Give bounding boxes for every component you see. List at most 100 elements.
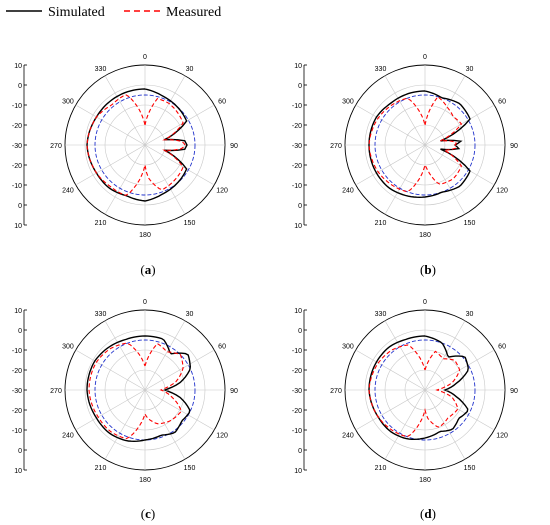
- reference-circle: [94, 94, 196, 196]
- angle-tick-label: 30: [186, 311, 194, 318]
- angle-tick-label: 330: [375, 66, 387, 73]
- angle-tick-label: 210: [375, 465, 387, 472]
- radial-tick-label: 0: [18, 328, 22, 335]
- angle-tick-label: 210: [95, 465, 107, 472]
- grid-spoke: [424, 389, 466, 460]
- radial-tick-label: 10: [294, 308, 302, 315]
- grid-spoke: [75, 104, 146, 146]
- polar-chart-b: 0 30 60 90 120 150 180 210 240 270 300 330 10 0 -10 -20…: [292, 54, 518, 239]
- grid-spoke: [384, 144, 426, 215]
- radial-tick-label: -20: [12, 368, 22, 375]
- angle-tick-label: 270: [330, 388, 342, 395]
- grid-spoke: [355, 389, 426, 431]
- radial-tick-label: -10: [292, 103, 302, 110]
- radial-tick-label: 0: [298, 328, 302, 335]
- radial-tick-label: 0: [18, 203, 22, 210]
- measured-curve: [88, 342, 184, 440]
- grid-spoke: [75, 349, 146, 391]
- grid-spoke: [424, 320, 466, 391]
- panel-label-a: (a): [140, 262, 156, 277]
- angle-tick-label: 150: [184, 465, 196, 472]
- grid-spoke: [424, 389, 495, 431]
- angle-tick-label: 90: [510, 143, 518, 150]
- grid-spoke: [144, 144, 215, 186]
- simulated-curve: [86, 335, 192, 443]
- angle-tick-label: 270: [50, 143, 62, 150]
- grid-spoke: [355, 144, 426, 186]
- radial-tick-label: 0: [18, 83, 22, 90]
- panel-label-b: (b): [420, 262, 436, 277]
- grid-spoke: [144, 144, 186, 215]
- angle-tick-label: 300: [62, 99, 74, 106]
- legend: Simulated Measured: [6, 5, 221, 20]
- angle-tick-label: 120: [496, 433, 508, 440]
- grid-spoke: [424, 75, 466, 146]
- radial-tick-label: -20: [292, 163, 302, 170]
- radial-tick-label: -20: [292, 123, 302, 130]
- radial-tick-label: -10: [12, 428, 22, 435]
- grid-spoke: [144, 349, 215, 391]
- angle-tick-label: 60: [498, 99, 506, 106]
- angle-tick-label: 330: [95, 311, 107, 318]
- radial-tick-label: -10: [12, 183, 22, 190]
- radial-tick-label: -30: [292, 143, 302, 150]
- radial-tick-label: -30: [12, 143, 22, 150]
- radial-tick-label: -20: [12, 163, 22, 170]
- angle-tick-label: 120: [216, 433, 228, 440]
- grid-spoke: [355, 349, 426, 391]
- radial-tick-label: 10: [14, 308, 22, 315]
- angle-tick-label: 90: [510, 388, 518, 395]
- angle-tick-label: 180: [139, 477, 151, 484]
- grid-spoke: [104, 75, 146, 146]
- radial-tick-label: -10: [292, 348, 302, 355]
- panel-label-c: (c): [140, 506, 156, 521]
- grid-spoke: [104, 389, 146, 460]
- grid-spoke: [75, 389, 146, 431]
- angle-tick-label: 120: [216, 188, 228, 195]
- panel-label-d: (d): [420, 506, 436, 521]
- angle-tick-label: 240: [342, 188, 354, 195]
- radial-tick-label: -30: [12, 388, 22, 395]
- angle-tick-label: 180: [419, 477, 431, 484]
- grid-spoke: [104, 320, 146, 391]
- radial-tick-label: -20: [12, 123, 22, 130]
- angle-tick-label: 90: [230, 143, 238, 150]
- measured-curve: [368, 95, 463, 193]
- radial-tick-label: 0: [298, 203, 302, 210]
- angle-tick-label: 180: [419, 232, 431, 239]
- simulated-curve: [368, 90, 471, 199]
- angle-tick-label: 270: [330, 143, 342, 150]
- angle-tick-label: 150: [464, 220, 476, 227]
- radial-tick-label: 10: [294, 223, 302, 230]
- angle-tick-label: 150: [464, 465, 476, 472]
- radial-tick-label: 10: [14, 468, 22, 475]
- angle-tick-label: 30: [186, 66, 194, 73]
- grid-spoke: [75, 144, 146, 186]
- radial-tick-label: -10: [292, 428, 302, 435]
- angle-tick-label: 300: [342, 344, 354, 351]
- angle-tick-label: 210: [95, 220, 107, 227]
- radial-tick-label: 0: [298, 448, 302, 455]
- legend-measured-label: Measured: [166, 5, 221, 20]
- angle-tick-label: 60: [218, 99, 226, 106]
- angle-tick-label: 180: [139, 232, 151, 239]
- radial-tick-label: 10: [294, 468, 302, 475]
- grid-spoke: [144, 389, 186, 460]
- reference-circle: [374, 339, 476, 441]
- radial-tick-label: 10: [294, 63, 302, 70]
- angle-tick-label: 210: [375, 220, 387, 227]
- grid-spoke: [144, 320, 186, 391]
- grid-spoke: [384, 75, 426, 146]
- angle-tick-label: 60: [218, 344, 226, 351]
- grid-spoke: [424, 104, 495, 146]
- angle-tick-label: 300: [342, 99, 354, 106]
- radial-tick-label: -20: [292, 408, 302, 415]
- grid-spoke: [144, 389, 215, 431]
- radial-tick-label: 0: [298, 83, 302, 90]
- grid-spoke: [144, 75, 186, 146]
- angle-tick-label: 270: [50, 388, 62, 395]
- radial-tick-label: 10: [14, 63, 22, 70]
- radial-tick-label: -20: [292, 368, 302, 375]
- legend-simulated-label: Simulated: [48, 5, 105, 20]
- angle-tick-label: 60: [498, 344, 506, 351]
